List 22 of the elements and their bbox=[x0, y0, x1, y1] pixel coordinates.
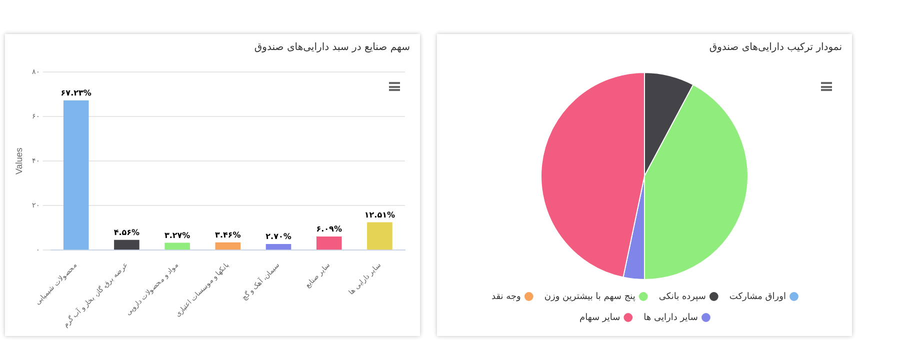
bar bbox=[114, 240, 140, 250]
bar bbox=[266, 244, 292, 250]
chart-title: نمودار ترکیب دارایی‌های صندوق bbox=[709, 42, 842, 53]
bar bbox=[164, 242, 190, 250]
data-label: ۳.۴۶% bbox=[215, 230, 241, 240]
bar bbox=[316, 236, 342, 250]
bar bbox=[63, 100, 89, 250]
bar bbox=[215, 242, 241, 250]
legend-label: پنج سهم با بیشترین وزن bbox=[544, 292, 636, 302]
legend-label: وجه نقد bbox=[491, 292, 521, 302]
chart-title: سهم صنایع در سبد دارایی‌های صندوق bbox=[254, 42, 410, 53]
data-label: ۳.۲۷% bbox=[164, 230, 190, 240]
data-label: ۶.۰۹% bbox=[316, 224, 342, 234]
legend-label: سایر سهام bbox=[580, 312, 620, 323]
y-axis-title: Values bbox=[14, 147, 24, 174]
data-label: ۶۷.۲۳% bbox=[60, 88, 92, 98]
data-label: ۱۲.۵۱% bbox=[364, 210, 395, 220]
legend-label: اوراق مشارکت bbox=[729, 292, 786, 302]
data-label: ۴.۵۶% bbox=[114, 228, 140, 237]
data-label: ۲.۷۰% bbox=[266, 232, 292, 242]
legend-label: سپرده بانکی bbox=[658, 292, 706, 302]
bar bbox=[367, 222, 392, 250]
